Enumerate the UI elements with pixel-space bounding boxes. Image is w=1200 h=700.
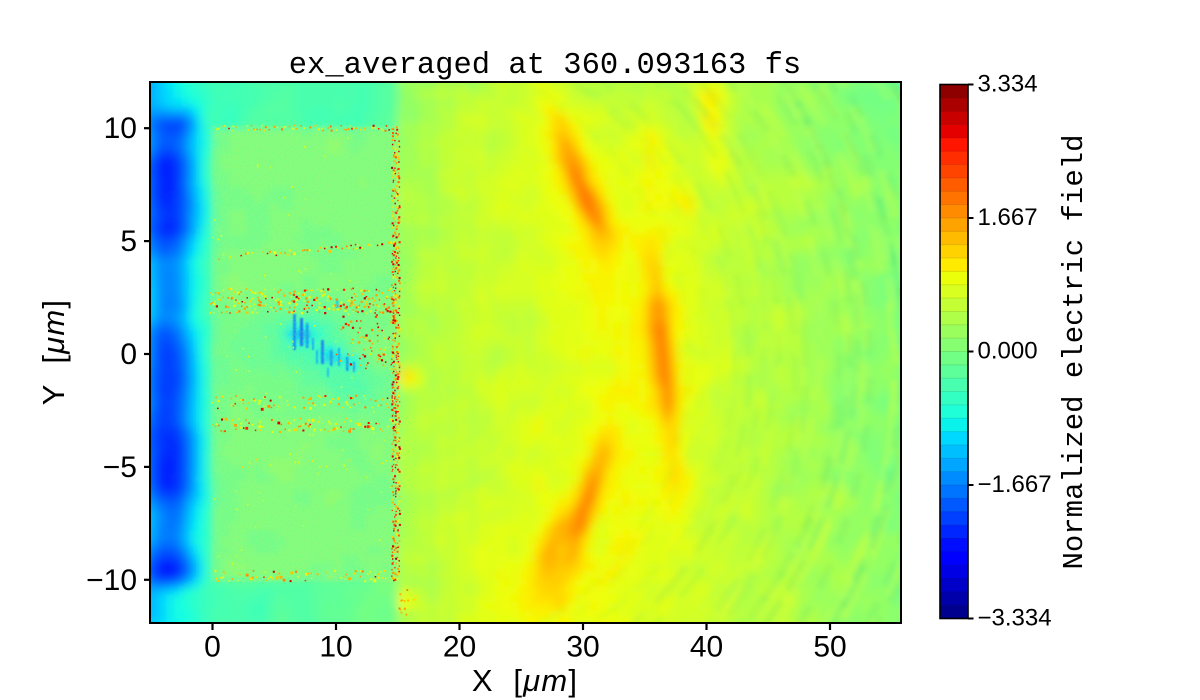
svg-text:10: 10 bbox=[319, 631, 352, 664]
svg-text:5: 5 bbox=[120, 225, 137, 258]
svg-text:0: 0 bbox=[120, 338, 137, 371]
svg-text:0: 0 bbox=[204, 631, 221, 664]
svg-text:−1.667: −1.667 bbox=[978, 471, 1052, 498]
svg-text:1.667: 1.667 bbox=[978, 204, 1038, 231]
svg-text:X [μm]: X [μm] bbox=[472, 663, 578, 698]
svg-text:ex_averaged at 360.093163 fs: ex_averaged at 360.093163 fs bbox=[289, 49, 801, 83]
svg-text:50: 50 bbox=[813, 631, 846, 664]
svg-text:−5: −5 bbox=[103, 451, 137, 484]
svg-text:Y [μm]: Y [μm] bbox=[36, 299, 71, 405]
svg-text:Normalized electric field: Normalized electric field bbox=[1058, 134, 1091, 569]
svg-text:−3.334: −3.334 bbox=[978, 605, 1052, 632]
svg-text:30: 30 bbox=[566, 631, 599, 664]
svg-text:3.334: 3.334 bbox=[978, 71, 1038, 98]
svg-text:−10: −10 bbox=[86, 564, 137, 597]
svg-text:0.000: 0.000 bbox=[978, 338, 1038, 365]
svg-text:40: 40 bbox=[690, 631, 723, 664]
svg-text:10: 10 bbox=[104, 112, 137, 145]
svg-text:20: 20 bbox=[443, 631, 476, 664]
